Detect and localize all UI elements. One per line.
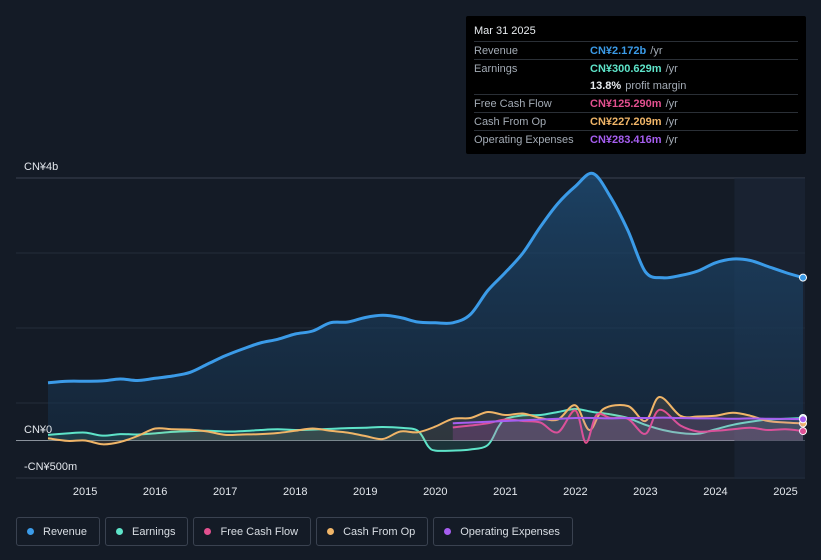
tooltip-label: Cash From Op: [474, 115, 547, 128]
tooltip-unit: profit margin: [625, 79, 687, 92]
x-axis-labels: 2015 2016 2017 2018 2019 2020 2021 2022 2023 2024…: [73, 486, 798, 498]
tooltip-value: 13.8%: [590, 79, 622, 92]
legend-label: Operating Expenses: [460, 525, 560, 538]
tooltip-unit: /yr: [665, 133, 678, 146]
operating-expenses-line: [452, 416, 804, 425]
tooltip-unit: /yr: [650, 44, 663, 57]
tooltip-label: Earnings: [474, 62, 518, 75]
x-tick-label: 2020: [423, 486, 447, 498]
cash-from-op-area: [48, 396, 803, 445]
legend-label: Cash From Op: [343, 525, 416, 538]
x-tick-label: 2022: [563, 486, 587, 498]
tooltip-value: CN¥125.290m: [590, 97, 662, 110]
tooltip-unit: /yr: [665, 115, 678, 128]
revenue-endpoint: [799, 273, 807, 282]
chart-legend: Revenue Earnings Free Cash Flow Cash Fro…: [16, 517, 573, 546]
x-tick-label: 2018: [283, 486, 307, 498]
x-tick-label: 2016: [143, 486, 167, 498]
legend-dot-icon: [27, 528, 34, 535]
x-tick-label: 2021: [493, 486, 517, 498]
tooltip-row-revenue: Revenue CN¥2.172b /yr: [474, 41, 798, 59]
tooltip-unit: /yr: [665, 62, 678, 75]
legend-item-operating-expenses[interactable]: Operating Expenses: [433, 517, 573, 546]
revenue-area: [48, 173, 803, 441]
tooltip-row-operating-expenses: Operating Expenses CN¥283.416m /yr: [474, 130, 798, 148]
tooltip-label: Revenue: [474, 44, 519, 57]
y-label-bottom: -CN¥500m: [24, 461, 77, 473]
x-tick-label: 2024: [703, 486, 727, 498]
tooltip-row-free-cash-flow: Free Cash Flow CN¥125.290m /yr: [474, 94, 798, 112]
tooltip-row-earnings: Earnings CN¥300.629m /yr: [474, 59, 798, 77]
free-cash-flow-area: [452, 409, 803, 443]
tooltip-label: Operating Expenses: [474, 133, 574, 146]
legend-dot-icon: [116, 528, 124, 535]
tooltip-value: CN¥227.209m: [590, 115, 662, 128]
tooltip-value: CN¥2.172b: [590, 44, 647, 57]
x-tick-label: 2025: [773, 486, 797, 498]
tooltip-label: Free Cash Flow: [474, 97, 552, 110]
operating-expenses-endpoint: [799, 415, 807, 424]
legend-item-free-cash-flow[interactable]: Free Cash Flow: [193, 517, 312, 546]
x-tick-label: 2015: [73, 486, 97, 498]
series-layer: [47, 171, 807, 452]
cash-from-op-line: [47, 396, 804, 446]
operating-expenses-area: [452, 417, 803, 441]
tooltip-row-cash-from-op: Cash From Op CN¥227.209m /yr: [474, 112, 798, 130]
legend-label: Earnings: [132, 525, 176, 538]
legend-dot-icon: [204, 528, 212, 535]
x-tick-label: 2019: [353, 486, 377, 498]
revenue-line: [47, 171, 804, 385]
x-tick-label: 2017: [213, 486, 237, 498]
legend-dot-icon: [327, 528, 335, 535]
tooltip-value: CN¥300.629m: [590, 62, 662, 75]
y-axis-labels: CN¥4b CN¥0 -CN¥500m: [24, 161, 77, 473]
legend-item-revenue[interactable]: Revenue: [16, 517, 101, 546]
legend-label: Revenue: [43, 525, 88, 538]
hover-tooltip: Mar 31 2025 Revenue CN¥2.172b /yr Earnin…: [466, 16, 806, 154]
legend-item-earnings[interactable]: Earnings: [105, 517, 189, 546]
legend-label: Free Cash Flow: [220, 525, 299, 538]
y-label-zero: CN¥0: [24, 424, 52, 436]
tooltip-row-profit-margin: 13.8% profit margin: [474, 77, 798, 94]
earnings-line: [47, 408, 804, 452]
legend-dot-icon: [444, 528, 452, 535]
tooltip-unit: /yr: [665, 97, 678, 110]
free-cash-flow-endpoint: [799, 427, 807, 436]
tooltip-date: Mar 31 2025: [474, 25, 536, 37]
tooltip-value: CN¥283.416m: [590, 133, 662, 146]
legend-item-cash-from-op[interactable]: Cash From Op: [316, 517, 429, 546]
earnings-area: [48, 409, 803, 451]
y-label-top: CN¥4b: [24, 161, 58, 173]
x-tick-label: 2023: [633, 486, 657, 498]
